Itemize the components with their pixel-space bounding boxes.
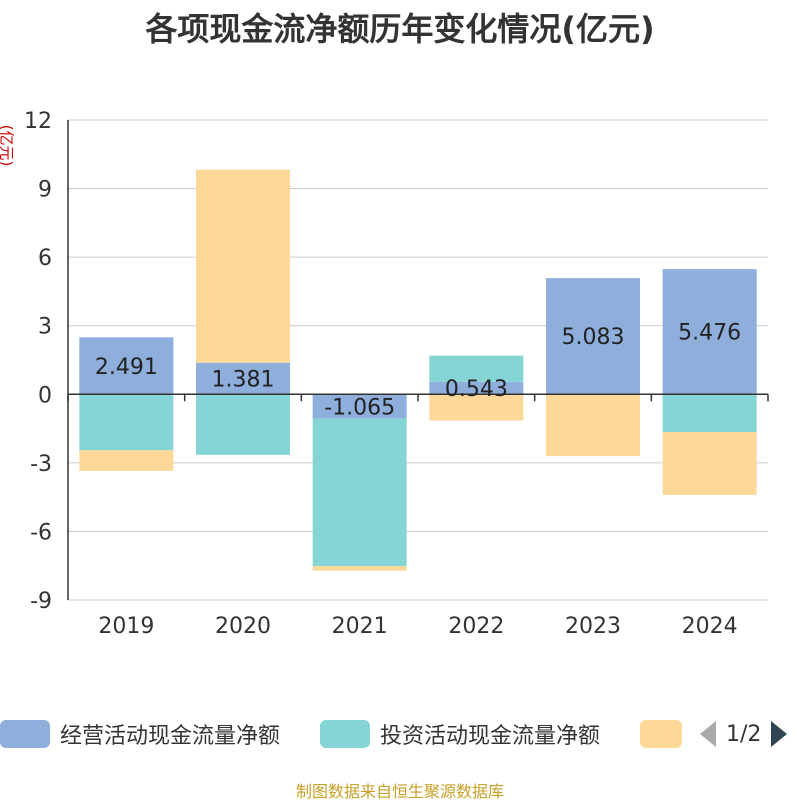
bar-2020-series-0 <box>196 362 290 395</box>
x-tick-label-2024: 2024 <box>682 614 738 639</box>
pager-next-icon[interactable] <box>769 719 789 749</box>
bar-2021-series-0 <box>312 394 407 419</box>
data-source-note: 制图数据来自恒生聚源数据库 <box>295 782 504 801</box>
bar-2024-series-0 <box>662 269 757 395</box>
data-label-2024: 5.476 <box>678 321 741 346</box>
bar-2020-series-1 <box>196 394 290 455</box>
data-label-2021: -1.065 <box>324 395 395 420</box>
y-tick-label: 6 <box>38 246 52 271</box>
x-tick-label-2020: 2020 <box>215 614 271 639</box>
data-label-2020: 1.381 <box>212 368 275 393</box>
bar-2023-series-0 <box>546 278 640 395</box>
y-tick-label: -3 <box>30 452 52 477</box>
data-label-2023: 5.083 <box>562 325 625 350</box>
chart-title: 各项现金流净额历年变化情况(亿元) <box>145 10 655 48</box>
y-tick-label: -6 <box>30 520 52 545</box>
x-tick-label-2019: 2019 <box>98 614 154 639</box>
y-tick-label: 0 <box>38 383 52 408</box>
bar-2024-series-2 <box>662 432 757 495</box>
bar-2021-series-2 <box>312 566 407 571</box>
legend-label-operating: 经营活动现金流量净额 <box>60 724 281 749</box>
pager-prev-icon[interactable] <box>698 719 718 749</box>
bar-2020-series-2 <box>196 169 290 363</box>
pager-text: 1/2 <box>726 721 762 747</box>
bar-2022-series-0 <box>429 381 524 395</box>
legend-label-investing: 投资活动现金流量净额 <box>380 724 601 749</box>
legend-swatch-investing <box>320 720 370 748</box>
y-tick-label: 9 <box>38 178 52 203</box>
x-tick-label-2021: 2021 <box>332 614 388 639</box>
bar-2021-series-1 <box>312 418 407 567</box>
bar-2024-series-1 <box>662 394 757 432</box>
bar-2023-series-2 <box>546 394 640 456</box>
y-tick-label: -9 <box>30 589 52 614</box>
legend-pager: 1/2 <box>698 716 789 752</box>
legend-item-investing[interactable]: 投资活动现金流量净额 <box>320 716 600 752</box>
legend-swatch-financing <box>640 720 682 748</box>
x-tick-label-2022: 2022 <box>448 614 504 639</box>
data-label-2019: 2.491 <box>95 355 158 380</box>
legend-swatch-operating <box>0 720 50 748</box>
legend-item-financing[interactable] <box>640 716 682 752</box>
bar-2019-series-1 <box>79 394 174 451</box>
legend-item-operating[interactable]: 经营活动现金流量净额 <box>0 716 280 752</box>
x-tick-label-2023: 2023 <box>565 614 621 639</box>
bar-2019-series-2 <box>79 450 174 471</box>
bar-2022-series-2 <box>429 394 524 421</box>
y-tick-label: 12 <box>24 109 52 134</box>
bar-2019-series-0 <box>79 337 174 395</box>
bar-chart: 12 9 6 3 0 -3 -6 -9 2.491 1.381 -1.065 0.543 5.083 5.… <box>24 109 769 639</box>
bar-2022-series-1 <box>429 355 524 382</box>
data-label-2022: 0.543 <box>445 377 508 402</box>
y-tick-label: 3 <box>38 315 52 340</box>
